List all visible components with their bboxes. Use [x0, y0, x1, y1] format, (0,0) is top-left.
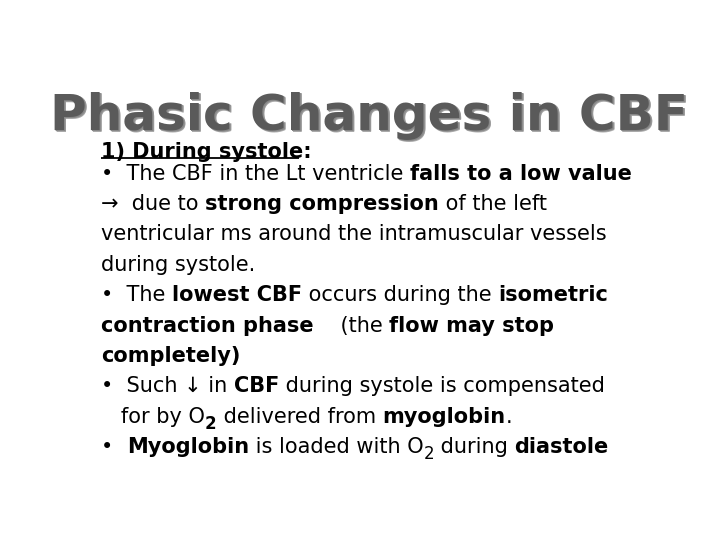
Text: diastole: diastole: [515, 437, 609, 457]
Text: of the left: of the left: [439, 194, 547, 214]
Text: myoglobin: myoglobin: [382, 407, 505, 427]
Text: during systole is compensated: during systole is compensated: [279, 376, 606, 396]
Text: .: .: [505, 407, 512, 427]
Text: •  Such ↓ in: • Such ↓ in: [101, 376, 234, 396]
Text: CBF: CBF: [234, 376, 279, 396]
Text: falls to a low value: falls to a low value: [410, 164, 632, 184]
Text: occurs during the: occurs during the: [302, 285, 498, 305]
Text: isometric: isometric: [498, 285, 608, 305]
Text: flow may stop: flow may stop: [390, 315, 554, 335]
Text: ventricular ms around the intramuscular vessels: ventricular ms around the intramuscular …: [101, 225, 607, 245]
Text: is loaded with O: is loaded with O: [249, 437, 423, 457]
Text: lowest CBF: lowest CBF: [172, 285, 302, 305]
Text: delivered from: delivered from: [217, 407, 382, 427]
Text: •  The CBF in the Lt ventricle: • The CBF in the Lt ventricle: [101, 164, 410, 184]
Text: Phasic Changes in CBF: Phasic Changes in CBF: [53, 94, 690, 142]
Text: •: •: [101, 437, 127, 457]
Text: during: during: [434, 437, 515, 457]
Text: 2: 2: [205, 415, 217, 433]
Text: →  due to: → due to: [101, 194, 205, 214]
Text: (the: (the: [314, 315, 389, 335]
Text: completely): completely): [101, 346, 240, 366]
Text: strong compression: strong compression: [205, 194, 439, 214]
Text: Myoglobin: Myoglobin: [127, 437, 249, 457]
Text: contraction phase: contraction phase: [101, 315, 314, 335]
Text: •  The: • The: [101, 285, 172, 305]
Text: 1) During systole:: 1) During systole:: [101, 141, 312, 161]
Text: during systole.: during systole.: [101, 255, 256, 275]
Text: Phasic Changes in CBF: Phasic Changes in CBF: [51, 93, 689, 141]
Text: for by O: for by O: [101, 407, 205, 427]
Text: Phasic Changes in CBF: Phasic Changes in CBF: [50, 92, 688, 140]
Text: 2: 2: [423, 446, 434, 463]
Text: Phasic Changes in CBF: Phasic Changes in CBF: [52, 93, 690, 141]
